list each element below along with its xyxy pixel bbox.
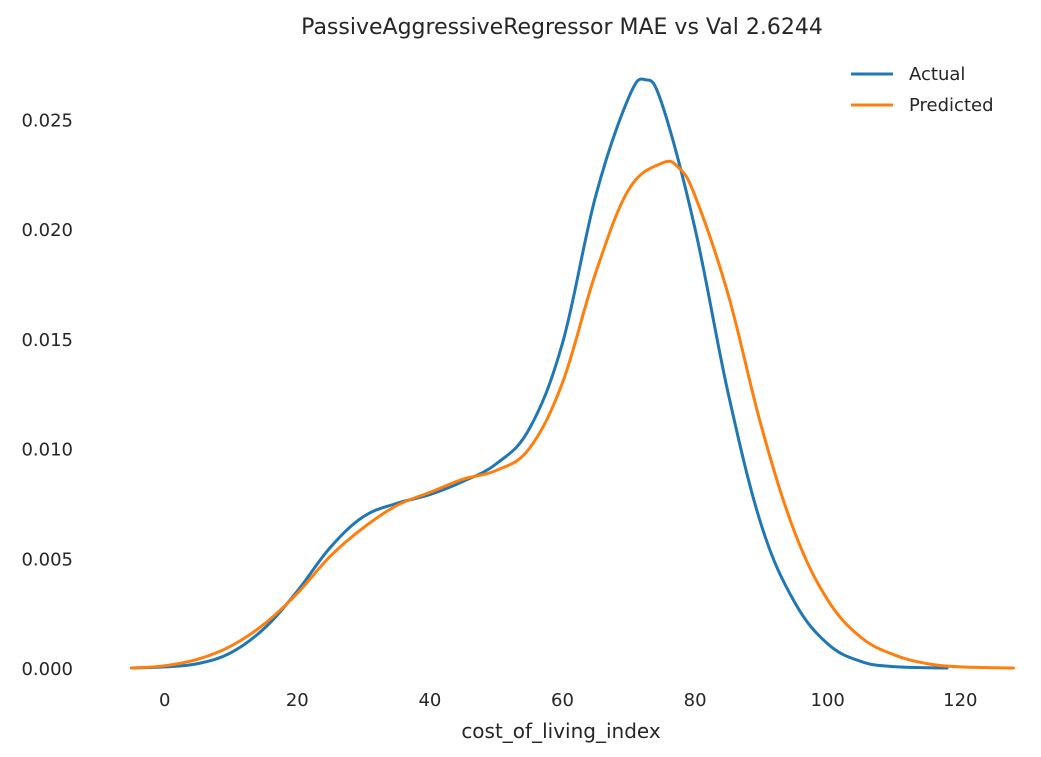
x-axis-ticks: 0 20 40 60 80 100 120 — [159, 690, 978, 711]
y-tick-label: 0.000 — [21, 659, 73, 680]
y-tick-label: 0.015 — [21, 330, 73, 351]
y-tick-label: 0.025 — [21, 110, 73, 131]
x-tick-label: 20 — [286, 690, 309, 711]
x-tick-label: 0 — [159, 690, 170, 711]
legend-label-actual: Actual — [909, 64, 965, 85]
y-tick-label: 0.005 — [21, 549, 73, 570]
chart-title: PassiveAggressiveRegressor MAE vs Val 2.… — [301, 15, 823, 40]
series-layer — [130, 77, 1015, 670]
legend: Actual Predicted — [851, 64, 994, 116]
legend-label-predicted: Predicted — [909, 95, 994, 116]
y-tick-label: 0.020 — [21, 220, 73, 241]
x-tick-label: 120 — [943, 690, 977, 711]
series-line-predicted — [130, 159, 1015, 670]
x-tick-label: 40 — [418, 690, 441, 711]
series-line-actual — [130, 77, 949, 670]
x-tick-label: 60 — [551, 690, 574, 711]
x-tick-label: 80 — [684, 690, 707, 711]
x-axis-label: cost_of_living_index — [461, 719, 661, 743]
y-axis-ticks: 0.000 0.005 0.010 0.015 0.020 0.025 — [21, 110, 73, 680]
y-tick-label: 0.010 — [21, 440, 73, 461]
x-tick-label: 100 — [811, 690, 845, 711]
